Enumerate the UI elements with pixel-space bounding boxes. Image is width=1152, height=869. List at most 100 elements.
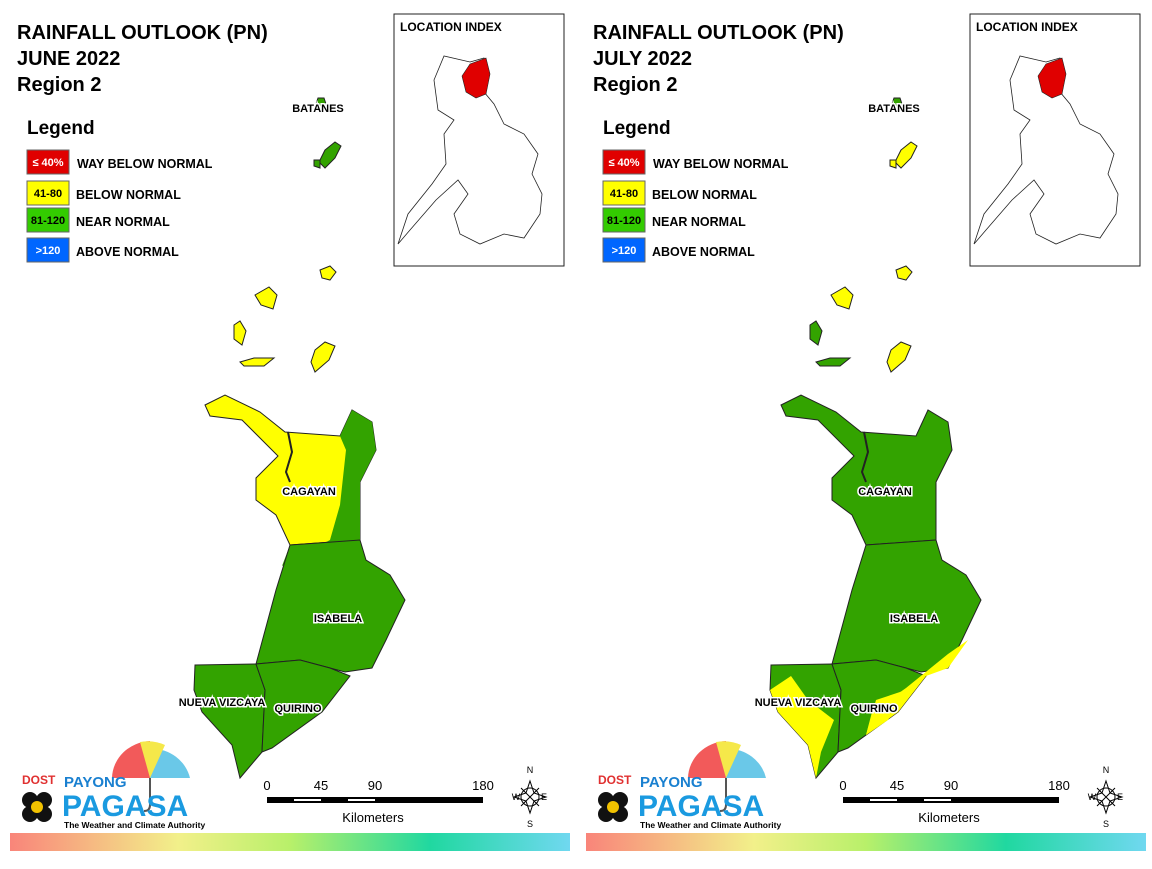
philippines-outline: [973, 55, 1119, 245]
island: [809, 320, 823, 346]
island: [318, 141, 342, 169]
legend-swatch: [602, 207, 646, 233]
island: [233, 320, 247, 346]
scale-segment: [348, 799, 375, 801]
island: [310, 341, 336, 373]
province-label: ISABELA: [314, 613, 362, 625]
dost-logo-center: [607, 801, 619, 813]
compass-label: N: [527, 765, 534, 775]
legend-swatch: [602, 180, 646, 206]
legend-swatch: [26, 180, 70, 206]
province-isabela: [255, 539, 406, 673]
color-band: [10, 833, 570, 851]
island: [815, 357, 852, 367]
island: [319, 265, 337, 281]
province-label: QUIRINO: [850, 703, 898, 715]
scale-tick: 180: [1048, 778, 1070, 793]
legend-swatch: [26, 207, 70, 233]
philippines-outline: [397, 55, 543, 245]
compass-label: N: [1103, 765, 1110, 775]
rainfall-zone: [866, 690, 906, 735]
scale-tick: 45: [890, 778, 904, 793]
compass-ring: [1096, 787, 1116, 807]
logo-top: PAYONG: [640, 774, 703, 791]
river: [284, 431, 294, 483]
scale-tick: 180: [472, 778, 494, 793]
region-highlight: [461, 57, 491, 99]
legend-text: NEAR NORMAL: [652, 215, 746, 229]
logo-main: PAGASA: [62, 790, 188, 823]
dost-logo-center: [31, 801, 43, 813]
panel-title: JULY 2022: [593, 48, 692, 70]
legend-text: ABOVE NORMAL: [76, 245, 179, 259]
logo-top: PAYONG: [64, 774, 127, 791]
umbrella: [688, 741, 726, 778]
color-band: [586, 833, 1146, 851]
compass-rose: [512, 779, 548, 815]
location-index-title: LOCATION INDEX: [976, 20, 1078, 34]
logo-tagline: The Weather and Climate Authority: [64, 820, 205, 830]
legend-label: 81-120: [31, 215, 65, 227]
compass-ring: [520, 787, 540, 807]
legend-text: ABOVE NORMAL: [652, 245, 755, 259]
scale-segment: [870, 799, 897, 801]
region-highlight: [1037, 57, 1067, 99]
legend-text: WAY BELOW NORMAL: [77, 157, 213, 171]
rainfall-zone: [770, 676, 834, 778]
rainfall-zone: [282, 410, 376, 566]
panel-title: Region 2: [593, 74, 677, 96]
compass-label: E: [541, 792, 547, 802]
panel-title: JUNE 2022: [17, 48, 120, 70]
logo-tagline: The Weather and Climate Authority: [640, 820, 781, 830]
panel-title: RAINFALL OUTLOOK (PN): [593, 22, 844, 44]
logo-main: PAGASA: [638, 790, 764, 823]
province-label: CAGAYAN: [858, 486, 912, 498]
logo-agency: DOST: [22, 773, 56, 787]
legend-text: BELOW NORMAL: [652, 188, 757, 202]
province-quirino: [255, 659, 351, 753]
scale-unit: Kilometers: [342, 810, 404, 825]
scale-tick: 0: [263, 778, 270, 793]
umbrella-handle: [719, 778, 727, 812]
legend-label: 41-80: [34, 188, 62, 200]
compass-label: S: [1103, 819, 1109, 829]
scale-tick: 90: [368, 778, 382, 793]
legend-label: >120: [36, 245, 61, 257]
legend-swatch: [602, 149, 646, 175]
legend-swatch: [26, 237, 70, 263]
scale-tick: 45: [314, 778, 328, 793]
legend-label: ≤ 40%: [32, 157, 63, 169]
island: [254, 286, 278, 310]
compass-label: S: [527, 819, 533, 829]
province-nueva-vizcaya: [193, 663, 266, 780]
scale-tick: 0: [839, 778, 846, 793]
umbrella: [112, 741, 150, 778]
river: [860, 431, 870, 483]
island: [894, 141, 918, 169]
umbrella: [716, 741, 741, 778]
umbrella-handle: [143, 778, 151, 812]
panel: RAINFALL OUTLOOK (PN) JULY 2022 Region 2 Le…: [586, 13, 1146, 851]
legend-text: WAY BELOW NORMAL: [653, 157, 789, 171]
compass-label: E: [1117, 792, 1123, 802]
province-label: QUIRINO: [274, 703, 322, 715]
panel-title: Region 2: [17, 74, 101, 96]
province-cagayan: [780, 394, 953, 546]
legend-swatch: [26, 149, 70, 175]
compass-label: W: [1088, 792, 1097, 802]
province-label: BATANES: [292, 103, 344, 115]
panel: RAINFALL OUTLOOK (PN) JUNE 2022 Region 2 Le…: [10, 13, 570, 851]
scale-unit: Kilometers: [918, 810, 980, 825]
legend-label: ≤ 40%: [608, 157, 639, 169]
province-label: NUEVA VIZCAYA: [179, 697, 266, 709]
location-index-title: LOCATION INDEX: [400, 20, 502, 34]
legend-label: 41-80: [610, 188, 638, 200]
panel-title: RAINFALL OUTLOOK (PN): [17, 22, 268, 44]
legend-swatch: [602, 237, 646, 263]
legend-text: BELOW NORMAL: [76, 188, 181, 202]
province-label: ISABELA: [890, 613, 938, 625]
island: [313, 159, 321, 169]
island: [830, 286, 854, 310]
province-label: BATANES: [868, 103, 920, 115]
